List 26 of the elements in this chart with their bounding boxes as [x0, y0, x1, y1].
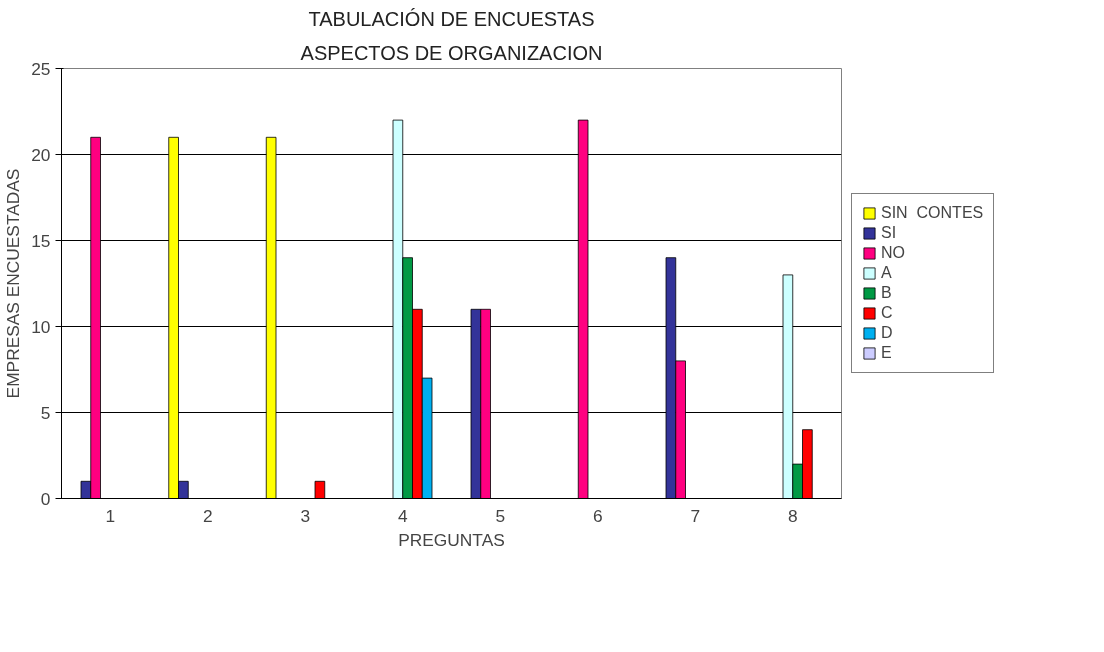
x-tick-label: 8: [787, 505, 798, 526]
x-tick-label: 4: [397, 505, 408, 526]
legend-label: SIN CONTES: [881, 204, 984, 222]
y-tick-label: 0: [40, 488, 51, 509]
y-tick-label: 20: [31, 144, 51, 165]
chart-subtitle: ASPECTOS DE ORGANIZACION: [300, 41, 603, 64]
x-tick-label: 1: [105, 505, 116, 526]
legend-label: A: [881, 264, 893, 282]
x-tick-label: 6: [592, 505, 603, 526]
y-tick-label: 5: [40, 402, 51, 423]
y-axis-title: EMPRESAS ENCUESTADAS: [3, 168, 24, 399]
legend-label: D: [881, 324, 894, 342]
x-tick-label: 3: [300, 505, 311, 526]
legend-label: B: [881, 284, 893, 302]
legend-label: NO: [881, 244, 905, 262]
y-tick-label: 10: [31, 316, 51, 337]
x-tick-label: 2: [202, 505, 213, 526]
x-axis-title: PREGUNTAS: [398, 529, 505, 550]
legend-label: E: [881, 344, 893, 362]
y-tick-label: 25: [31, 58, 51, 79]
legend-label: C: [881, 304, 894, 322]
chart-title: TABULACIÓN DE ENCUESTAS: [308, 7, 595, 30]
legend-label: SI: [881, 224, 898, 242]
x-tick-label: 5: [495, 505, 506, 526]
x-tick-label: 7: [690, 505, 701, 526]
y-tick-label: 15: [31, 230, 51, 251]
